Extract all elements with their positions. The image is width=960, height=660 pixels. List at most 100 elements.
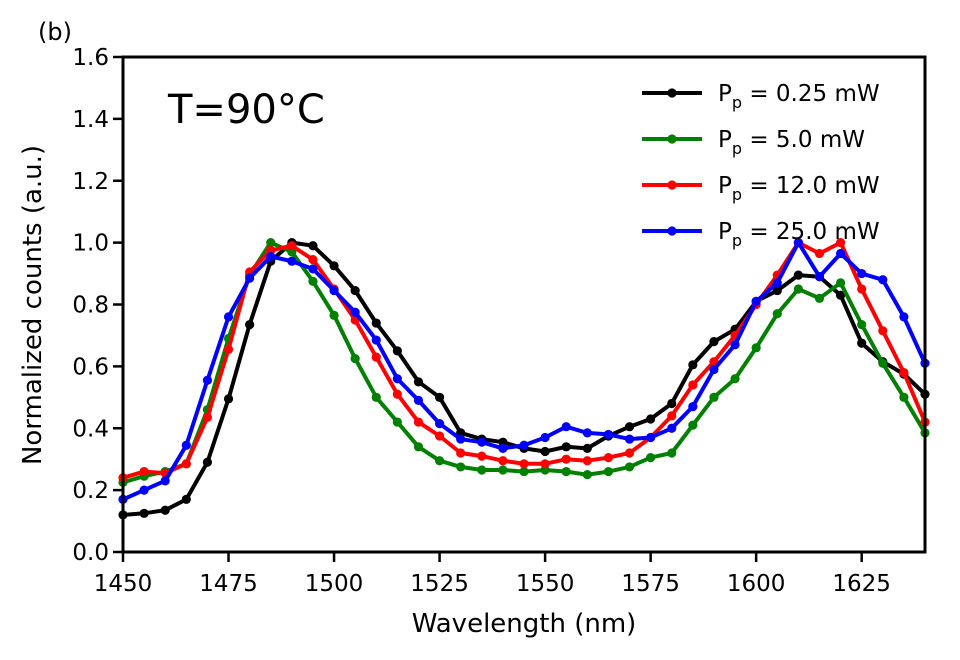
data-point bbox=[181, 494, 191, 505]
data-point bbox=[772, 309, 782, 319]
data-point bbox=[223, 394, 234, 404]
data-point bbox=[814, 293, 825, 303]
data-point bbox=[371, 335, 381, 345]
data-point bbox=[434, 431, 445, 441]
data-point bbox=[350, 354, 360, 364]
data-point bbox=[730, 374, 740, 384]
temperature-annotation: T=90°C bbox=[167, 87, 325, 133]
series-layer bbox=[118, 238, 930, 520]
data-point bbox=[667, 423, 677, 433]
data-point bbox=[202, 375, 213, 385]
data-point bbox=[624, 462, 635, 472]
data-point bbox=[667, 448, 677, 458]
data-point bbox=[329, 310, 339, 320]
data-point bbox=[624, 448, 635, 458]
y-tick-label: 1.4 bbox=[72, 107, 109, 133]
data-point bbox=[582, 443, 592, 453]
data-point bbox=[624, 434, 635, 444]
x-tick-label: 1600 bbox=[727, 571, 786, 597]
data-point bbox=[245, 320, 255, 330]
series-0 bbox=[118, 238, 930, 520]
data-point bbox=[350, 307, 360, 317]
data-point bbox=[266, 238, 276, 248]
data-point bbox=[646, 432, 656, 443]
data-point bbox=[899, 312, 909, 322]
series-3 bbox=[118, 238, 930, 505]
data-point bbox=[582, 428, 592, 438]
y-tick-label: 0.8 bbox=[72, 293, 109, 319]
data-point bbox=[413, 395, 424, 406]
data-point bbox=[519, 459, 529, 469]
data-point bbox=[835, 278, 846, 288]
data-point bbox=[202, 412, 213, 423]
data-point bbox=[540, 446, 550, 457]
data-point bbox=[793, 238, 803, 248]
data-point bbox=[287, 241, 297, 251]
data-point bbox=[477, 437, 487, 447]
legend-marker bbox=[667, 88, 677, 98]
data-point bbox=[392, 374, 402, 384]
data-point bbox=[540, 432, 550, 443]
data-point bbox=[899, 367, 909, 378]
data-point bbox=[350, 285, 360, 296]
x-tick-label: 1450 bbox=[94, 571, 153, 597]
data-point bbox=[223, 344, 234, 354]
data-point bbox=[308, 264, 318, 274]
data-point bbox=[371, 392, 381, 402]
data-point bbox=[793, 270, 803, 280]
data-point bbox=[878, 275, 888, 285]
data-point bbox=[456, 434, 466, 444]
x-tick-label: 1475 bbox=[199, 571, 258, 597]
data-point bbox=[899, 392, 909, 402]
data-point bbox=[835, 248, 846, 259]
data-point bbox=[308, 241, 318, 251]
y-tick-label: 0.0 bbox=[72, 540, 109, 566]
data-point bbox=[160, 505, 170, 515]
data-point bbox=[139, 466, 149, 477]
data-point bbox=[624, 422, 635, 432]
data-point bbox=[329, 285, 339, 296]
data-point bbox=[413, 377, 424, 387]
legend-item-3: Pp = 25.0 mW bbox=[642, 219, 880, 250]
data-point bbox=[434, 419, 445, 429]
legend-marker bbox=[667, 134, 677, 144]
data-point bbox=[371, 352, 381, 362]
legend: Pp = 0.25 mW Pp = 5.0 mW Pp = 12.0 mW Pp = … bbox=[642, 81, 880, 250]
data-point bbox=[561, 454, 571, 464]
data-point bbox=[603, 466, 614, 477]
legend-label: Pp = 0.25 mW bbox=[718, 81, 880, 112]
data-point bbox=[477, 451, 487, 461]
data-point bbox=[392, 389, 402, 399]
data-point bbox=[857, 268, 867, 279]
data-point bbox=[730, 340, 740, 350]
legend-label: Pp = 12.0 mW bbox=[718, 173, 880, 204]
x-tick-label: 1525 bbox=[410, 571, 469, 597]
data-point bbox=[688, 360, 698, 370]
panel-label: (b) bbox=[38, 18, 72, 46]
legend-marker bbox=[667, 180, 677, 190]
legend-item-1: Pp = 5.0 mW bbox=[642, 127, 865, 158]
y-tick-label: 0.6 bbox=[72, 354, 109, 380]
data-point bbox=[245, 273, 255, 283]
data-point bbox=[857, 320, 867, 330]
data-point bbox=[688, 401, 698, 412]
data-point bbox=[477, 465, 487, 475]
plot-frame bbox=[121, 55, 927, 554]
data-point bbox=[456, 462, 466, 472]
data-point bbox=[287, 256, 297, 266]
data-point bbox=[561, 442, 571, 452]
data-point bbox=[329, 261, 339, 271]
data-point bbox=[413, 417, 424, 427]
y-tick-label: 1.0 bbox=[72, 231, 109, 257]
data-point bbox=[139, 508, 149, 518]
y-tick-label: 1.2 bbox=[72, 169, 109, 195]
y-tick-label: 0.2 bbox=[72, 478, 109, 504]
data-point bbox=[561, 422, 571, 432]
data-point bbox=[751, 343, 761, 353]
data-point bbox=[751, 296, 761, 307]
data-point bbox=[308, 276, 318, 286]
data-point bbox=[835, 290, 846, 300]
data-point bbox=[160, 476, 170, 486]
data-point bbox=[772, 285, 782, 296]
